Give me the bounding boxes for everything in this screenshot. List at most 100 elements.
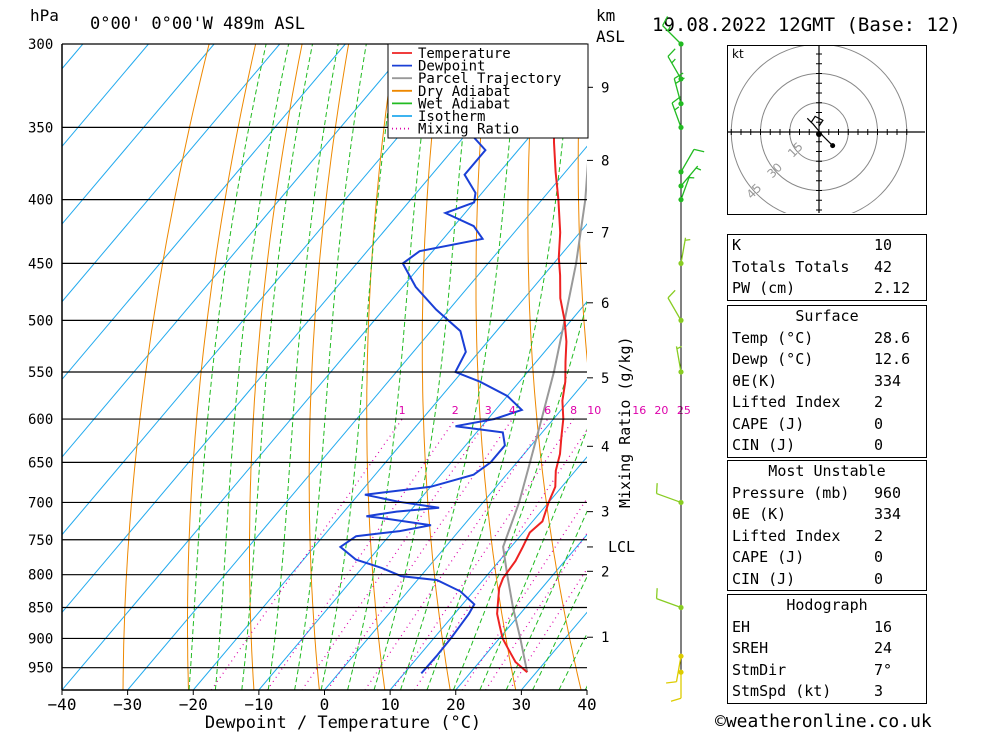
pressure-tick-label: 650 [28,455,53,471]
wet-adiabat-line [479,428,587,690]
pressure-tick-label: 900 [28,631,53,647]
surface-row-label: Lifted Index [727,392,870,414]
hodograph-stats-row-label: SREH [727,638,870,660]
surface-row: CAPE (J) 0 [727,413,927,435]
wet-adiabat-line [347,44,433,690]
wind-barb-staff [680,237,687,264]
pressure-tick-label: 450 [28,256,53,272]
mixing-ratio-axis-title: Mixing Ratio (g/kg) [616,336,634,508]
wind-barb [655,483,684,506]
index-row-label: K [727,234,870,257]
wet-adiabat-line [267,44,339,690]
dry-adiabat-line [187,44,257,690]
surface-row: CIN (J) 0 [727,435,927,458]
hodograph-end-dot [830,143,836,149]
most-unstable-row-value: 960 [870,482,927,504]
isotherm-line [258,300,587,690]
surface-row-value: 2 [870,392,927,414]
isotherm-line [389,456,587,690]
wind-barb [678,237,691,266]
most-unstable-row: Lifted Index 2 [727,525,927,547]
most-unstable-row: CAPE (J) 0 [727,547,927,569]
wind-barb-staff [675,656,682,682]
index-row-label: Totals Totals [727,256,870,278]
dry-adiabat-line [249,44,303,690]
indices-table: K 10 Totals Totals 42 PW (cm) 2.12 [727,234,927,301]
km-tick-label: 5 [601,371,609,387]
hodograph-stats-row: SREH 24 [727,638,927,660]
surface-row-label: Temp (°C) [727,327,870,349]
hodograph-trace [806,115,834,147]
most-unstable-row-value: 0 [870,547,927,569]
wet-adiabat-line [400,44,520,690]
wind-barb-feather [693,148,705,153]
most-unstable-row: Pressure (mb) 960 [727,482,927,504]
most-unstable-row-value: 334 [870,504,927,526]
wind-barb-feather [655,588,658,599]
km-tick-label: 8 [601,153,609,169]
isotherm-line [62,44,478,536]
km-tick-label: 6 [601,296,609,312]
hodograph-stats-row: StmSpd (kt) 3 [727,681,927,704]
most-unstable-table: Most Unstable Pressure (mb) 960 θE (K) 334 Li… [727,460,927,591]
index-row-value: 10 [870,234,927,257]
hodograph-stats-row-label: EH [727,616,870,638]
wind-barb-feather [667,289,676,299]
wind-barb-staff [680,175,691,200]
hodograph-unit-label: kt [732,47,744,61]
dry-adiabat-line [421,44,451,690]
wind-barb-half-feather [671,58,676,64]
mixing-ratio-label: 2 [452,404,459,417]
most-unstable-row-value: 2 [870,525,927,547]
pressure-tick-label: 600 [28,412,53,428]
wet-adiabat-line [426,44,573,690]
asl-label: ASL [596,27,625,46]
wind-barb [655,588,684,611]
surface-row-value: 28.6 [870,327,927,349]
mixing-ratio-line [364,418,549,690]
x-tick-label: 10 [380,695,399,714]
pressure-tick-label: 350 [28,120,53,136]
mixing-ratio-line [301,418,489,690]
mixing-ratio-line [266,418,456,690]
isotherm-line [0,44,17,690]
wind-barb-feather [662,16,669,26]
x-tick-label: 20 [446,695,465,714]
isotherm-line [62,44,215,225]
index-row: K 10 [727,234,927,257]
hodograph-stats-title: Hodograph [727,594,927,617]
most-unstable-title: Most Unstable [727,460,927,483]
index-row-value: 42 [870,256,927,278]
wet-adiabat-line [320,44,398,690]
hodograph-storm-dot [816,131,822,137]
surface-row-label: θE(K) [727,370,870,392]
pressure-tick-label: 550 [28,365,53,381]
hodograph-stats-row-label: StmDir [727,659,870,681]
wet-adiabat-line [505,510,587,690]
most-unstable-row: CIN (J) 0 [727,568,927,591]
stability-indices: K 10 Totals Totals 42 PW (cm) 2.12 [727,234,927,301]
mixing-ratio-line [509,567,587,690]
mixing-ratio-label: 3 [485,404,492,417]
wind-barb [678,165,702,189]
isotherm-line [62,67,587,690]
wind-barb-feather [655,483,658,494]
hodograph-stats-row: StmDir 7° [727,659,927,681]
wind-barb [678,175,695,203]
pressure-unit-label: hPa [30,6,59,25]
mixing-ratio-label: 4 [509,404,516,417]
wind-barb-staff [675,346,682,373]
isotherm-line [127,145,587,690]
wet-adiabat-line [188,44,267,690]
wind-barb-half-feather [695,167,702,171]
dry-adiabat-line [366,44,396,690]
pressure-tick-label: 300 [28,37,53,53]
mixing-ratio-label: 25 [677,404,691,417]
hodograph-stats-row-value: 16 [870,616,927,638]
isotherm-line [62,44,149,148]
x-tick-label: 0 [320,695,330,714]
wind-barb [667,48,684,82]
pressure-tick-label: 400 [28,193,53,209]
datetime-label: 19.08.2022 12GMT (Base: 12) [652,14,961,36]
lcl-label: LCL [608,538,635,556]
